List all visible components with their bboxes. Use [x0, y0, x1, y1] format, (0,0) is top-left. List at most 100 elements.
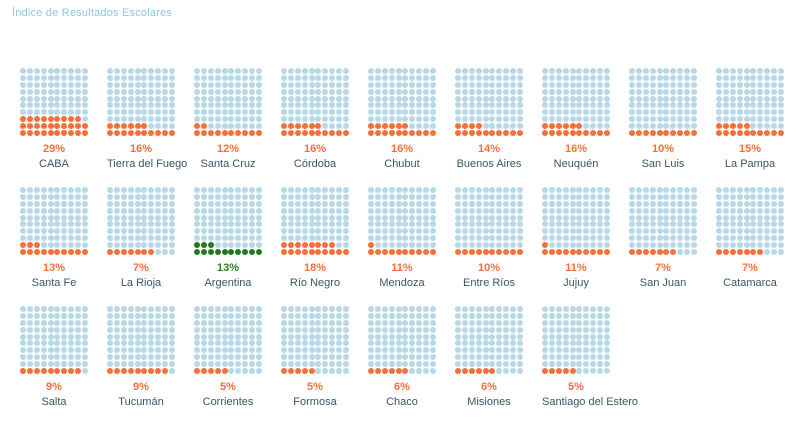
waffle-dot-empty	[255, 200, 262, 207]
waffle-dot-filled	[322, 248, 329, 255]
waffle-dot-grid	[281, 306, 349, 374]
waffle-dot-empty	[542, 319, 549, 326]
waffle-dot-empty	[33, 109, 40, 116]
waffle-dot-empty	[462, 187, 469, 194]
waffle-dot-filled	[194, 129, 201, 136]
waffle-dot-empty	[74, 313, 81, 320]
waffle-dot-filled	[509, 248, 516, 255]
waffle-dot-empty	[241, 95, 248, 102]
waffle-dot-empty	[516, 234, 523, 241]
waffle-dot-empty	[656, 194, 663, 201]
waffle-dot-empty	[375, 115, 382, 122]
waffle-dot-empty	[207, 109, 214, 116]
waffle-dot-empty	[409, 234, 416, 241]
waffle-dot-empty	[777, 81, 784, 88]
waffle-dot-empty	[576, 367, 583, 374]
waffle-dot-empty	[308, 95, 315, 102]
waffle-dot-empty	[422, 234, 429, 241]
waffle-dot-empty	[656, 68, 663, 75]
waffle-dot-empty	[288, 200, 295, 207]
waffle-dot-empty	[322, 234, 329, 241]
waffle-dot-empty	[248, 234, 255, 241]
waffle-dot-empty	[489, 333, 496, 340]
waffle-dot-empty	[777, 200, 784, 207]
waffle-dot-empty	[596, 115, 603, 122]
waffle-dot-empty	[81, 326, 88, 333]
waffle-dot-empty	[676, 200, 683, 207]
waffle-dot-filled	[214, 129, 221, 136]
waffle-dot-empty	[562, 81, 569, 88]
waffle-dot-empty	[690, 115, 697, 122]
waffle-dot-empty	[368, 313, 375, 320]
waffle-dot-empty	[54, 214, 61, 221]
waffle-dot-empty	[47, 353, 54, 360]
waffle-dot-empty	[562, 115, 569, 122]
waffle-dot-empty	[255, 68, 262, 75]
waffle-dot-empty	[235, 319, 242, 326]
waffle-dot-empty	[596, 68, 603, 75]
waffle-dot-empty	[315, 221, 322, 228]
waffle-dot-empty	[589, 95, 596, 102]
waffle-dot-empty	[475, 326, 482, 333]
waffle-dot-empty	[475, 102, 482, 109]
waffle-dot-filled	[107, 248, 114, 255]
waffle-dot-empty	[763, 241, 770, 248]
waffle-dot-empty	[777, 102, 784, 109]
percent-label: 16%	[303, 143, 327, 155]
waffle-dot-empty	[154, 313, 161, 320]
waffle-dot-empty	[502, 214, 509, 221]
waffle-dot-empty	[636, 207, 643, 214]
waffle-dot-empty	[134, 360, 141, 367]
waffle-dot-empty	[114, 319, 121, 326]
waffle-dot-filled	[134, 367, 141, 374]
waffle-dot-empty	[168, 207, 175, 214]
waffle-dot-filled	[235, 129, 242, 136]
waffle-dot-empty	[194, 88, 201, 95]
waffle-dot-empty	[603, 115, 610, 122]
waffle-dot-filled	[663, 248, 670, 255]
waffle-dot-empty	[194, 95, 201, 102]
waffle-dot-empty	[154, 234, 161, 241]
waffle-dot-empty	[468, 353, 475, 360]
waffle-dot-empty	[468, 214, 475, 221]
waffle-dot-empty	[569, 81, 576, 88]
waffle-dot-empty	[161, 122, 168, 129]
waffle-dot-empty	[496, 109, 503, 116]
waffle-dot-empty	[288, 340, 295, 347]
waffle-dot-empty	[509, 75, 516, 82]
waffle-dot-empty	[214, 347, 221, 354]
waffle-dot-empty	[375, 207, 382, 214]
waffle-dot-empty	[683, 102, 690, 109]
waffle-dot-empty	[342, 340, 349, 347]
waffle-chart: 13% Santa Fe	[20, 187, 88, 289]
waffle-dot-empty	[388, 333, 395, 340]
waffle-dot-empty	[562, 207, 569, 214]
waffle-dot-empty	[683, 200, 690, 207]
waffle-dot-filled	[33, 115, 40, 122]
waffle-dot-filled	[141, 122, 148, 129]
waffle-dot-empty	[562, 109, 569, 116]
waffle-dot-empty	[549, 313, 556, 320]
waffle-dot-empty	[716, 194, 723, 201]
waffle-dot-empty	[40, 326, 47, 333]
waffle-dot-empty	[207, 306, 214, 313]
waffle-dot-empty	[342, 102, 349, 109]
waffle-dot-empty	[455, 241, 462, 248]
waffle-dot-empty	[777, 75, 784, 82]
waffle-dot-empty	[549, 333, 556, 340]
waffle-dot-empty	[656, 187, 663, 194]
waffle-dot-empty	[154, 194, 161, 201]
waffle-dot-empty	[596, 95, 603, 102]
waffle-dot-empty	[569, 347, 576, 354]
waffle-dot-empty	[455, 326, 462, 333]
waffle-dot-empty	[228, 340, 235, 347]
waffle-dot-empty	[649, 109, 656, 116]
waffle-dot-empty	[455, 75, 462, 82]
waffle-dot-grid	[281, 187, 349, 255]
waffle-dot-empty	[395, 347, 402, 354]
waffle-dot-empty	[342, 68, 349, 75]
waffle-dot-empty	[656, 95, 663, 102]
waffle-dot-filled	[221, 367, 228, 374]
waffle-dot-empty	[368, 109, 375, 116]
waffle-dot-empty	[562, 228, 569, 235]
